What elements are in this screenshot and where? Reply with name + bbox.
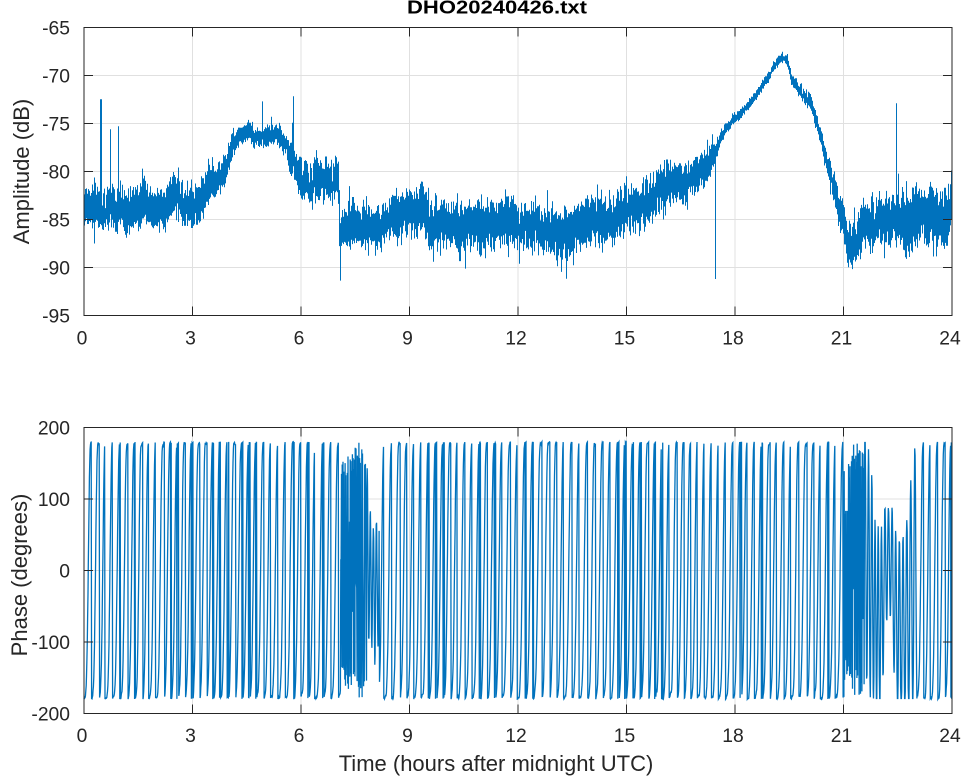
svg-text:Amplitude (dB): Amplitude (dB) — [9, 99, 34, 245]
svg-text:15: 15 — [614, 329, 635, 350]
svg-text:0: 0 — [77, 329, 88, 350]
svg-text:200: 200 — [38, 419, 70, 440]
svg-text:18: 18 — [722, 329, 743, 350]
svg-text:12: 12 — [505, 329, 526, 350]
svg-text:-200: -200 — [31, 705, 70, 726]
svg-text:0: 0 — [77, 726, 88, 747]
svg-text:6: 6 — [294, 726, 305, 747]
svg-text:3: 3 — [185, 726, 196, 747]
svg-text:9: 9 — [402, 726, 413, 747]
svg-text:-70: -70 — [42, 67, 70, 88]
svg-text:12: 12 — [505, 726, 526, 747]
svg-text:-90: -90 — [42, 259, 70, 280]
svg-text:-85: -85 — [42, 211, 70, 232]
svg-text:Time (hours after midnight UTC: Time (hours after midnight UTC) — [339, 751, 654, 776]
svg-text:21: 21 — [831, 329, 852, 350]
svg-text:-100: -100 — [31, 633, 70, 654]
svg-text:-65: -65 — [42, 19, 70, 40]
svg-text:9: 9 — [402, 329, 413, 350]
svg-text:6: 6 — [294, 329, 305, 350]
svg-text:15: 15 — [614, 726, 635, 747]
svg-text:3: 3 — [185, 329, 196, 350]
svg-text:24: 24 — [939, 329, 961, 350]
svg-text:-80: -80 — [42, 163, 70, 184]
svg-text:-95: -95 — [42, 307, 70, 328]
svg-text:0: 0 — [59, 562, 70, 583]
svg-text:-75: -75 — [42, 115, 70, 136]
svg-text:Phase (degrees): Phase (degrees) — [7, 494, 32, 657]
svg-text:18: 18 — [722, 726, 743, 747]
svg-text:21: 21 — [831, 726, 852, 747]
svg-text:DHO20240426.txt: DHO20240426.txt — [407, 0, 587, 18]
svg-text:100: 100 — [38, 490, 70, 511]
svg-text:24: 24 — [939, 726, 961, 747]
